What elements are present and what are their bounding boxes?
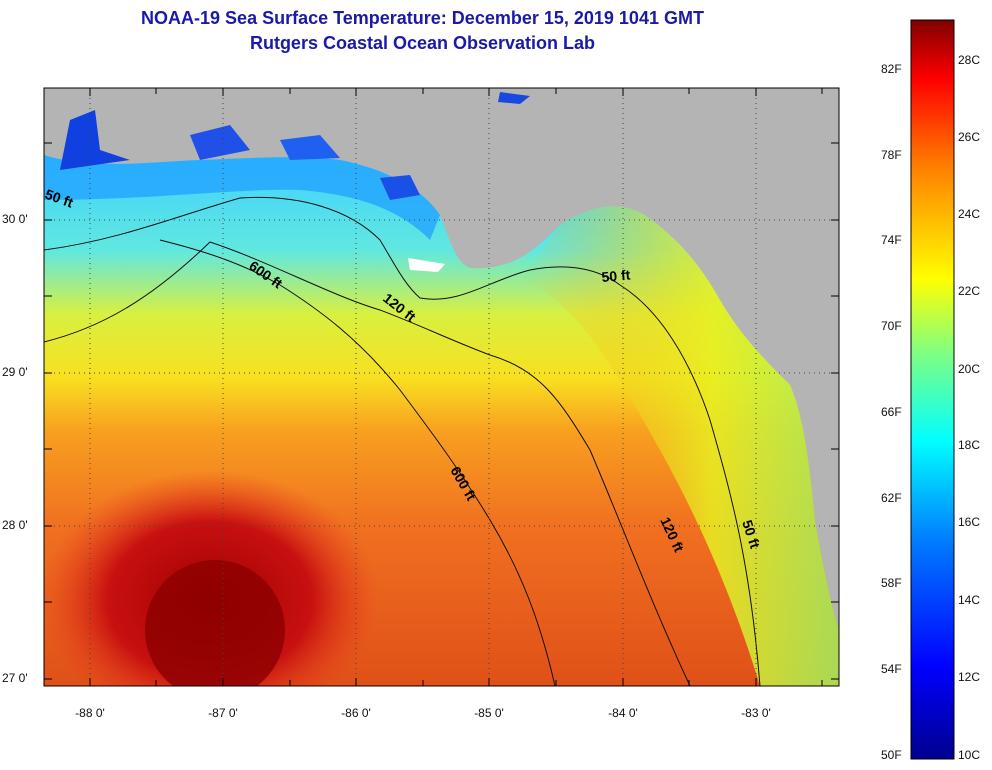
- sea-surface-field: [44, 92, 839, 686]
- colorbar-c-label: 12C: [958, 670, 981, 684]
- longitude-label: -86 0': [341, 706, 371, 720]
- colorbar-f-label: 58F: [881, 576, 902, 590]
- longitude-label: -88 0': [75, 706, 105, 720]
- latitude-label: 28 0': [2, 518, 28, 532]
- longitude-label: -83 0': [741, 706, 771, 720]
- colorbar-f-label: 54F: [881, 662, 902, 676]
- latitude-label: 29 0': [2, 365, 28, 379]
- colorbar-c-label: 14C: [958, 593, 981, 607]
- longitude-label: -84 0': [608, 706, 638, 720]
- colorbar-f-label: 66F: [881, 405, 902, 419]
- longitude-label: -87 0': [208, 706, 238, 720]
- colorbar-c-label: 22C: [958, 284, 981, 298]
- colorbar-c-label: 20C: [958, 362, 981, 376]
- latitude-label: 30 0': [2, 212, 28, 226]
- colorbar-f-label: 78F: [881, 148, 902, 162]
- colorbar: [910, 19, 955, 760]
- colorbar-f-label: 74F: [881, 233, 902, 247]
- colorbar-c-label: 28C: [958, 53, 981, 67]
- map-frame: [43, 87, 840, 687]
- axis-ticks: [44, 88, 839, 686]
- colorbar-c-label: 26C: [958, 130, 981, 144]
- colorbar-f-label: 70F: [881, 319, 902, 333]
- contour-label: 50 ft: [601, 267, 631, 285]
- colorbar-c-label: 16C: [958, 515, 981, 529]
- colorbar-c-label: 10C: [958, 748, 981, 762]
- longitude-label: -85 0': [474, 706, 504, 720]
- depth-contours: [44, 196, 761, 686]
- map-title: NOAA-19 Sea Surface Temperature: Decembe…: [141, 8, 704, 28]
- latitude-label: 27 0': [2, 671, 28, 685]
- colorbar-c-label: 24C: [958, 207, 981, 221]
- colorbar-f-label: 50F: [881, 748, 902, 762]
- map-subtitle: Rutgers Coastal Ocean Observation Lab: [249, 33, 596, 53]
- colorbar-f-label: 62F: [881, 491, 902, 505]
- colorbar-c-label: 18C: [958, 438, 981, 452]
- colorbar-f-label: 82F: [881, 62, 902, 76]
